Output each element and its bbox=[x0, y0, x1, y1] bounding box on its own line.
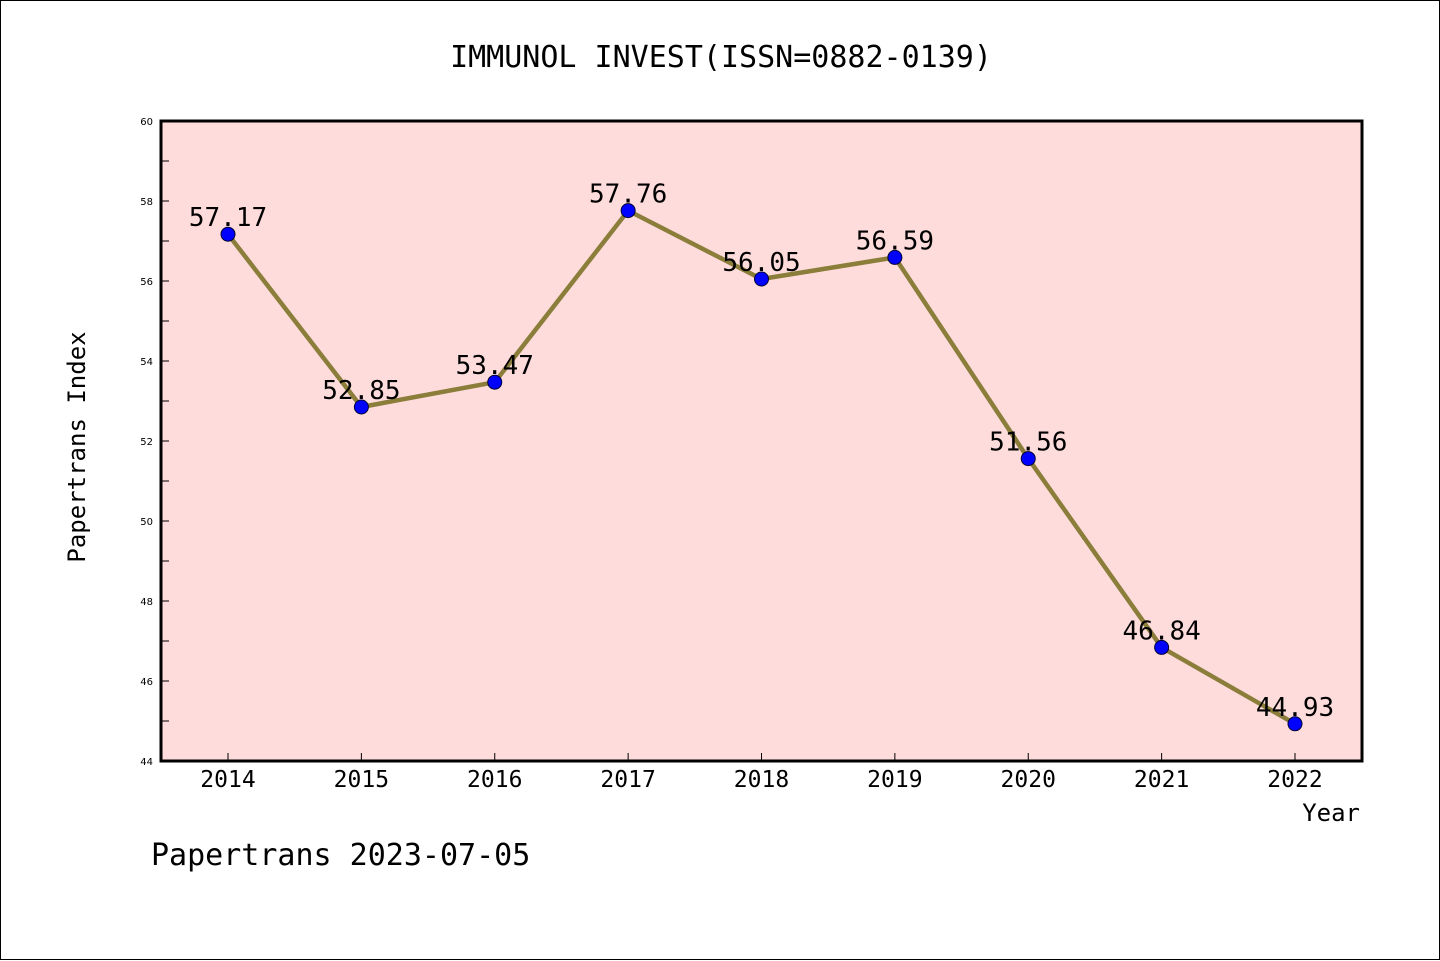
data-label: 57.17 bbox=[189, 203, 267, 233]
data-point bbox=[487, 374, 503, 390]
data-point bbox=[353, 399, 369, 415]
data-label: 51.56 bbox=[989, 428, 1067, 458]
y-tick-label: 56 bbox=[140, 277, 153, 288]
y-tick-label: 48 bbox=[140, 597, 153, 608]
y-tick-label: 46 bbox=[140, 677, 153, 688]
x-axis: 2014 2015 2016 2017 2018 2019 2020 2021 2022 bbox=[200, 753, 1323, 793]
data-label: 56.59 bbox=[856, 226, 934, 256]
y-tick-label: 54 bbox=[140, 357, 153, 368]
data-point bbox=[1020, 451, 1036, 467]
data-point bbox=[620, 203, 636, 219]
data-label: 56.05 bbox=[722, 248, 800, 278]
y-tick-label: 60 bbox=[140, 117, 153, 128]
y-tick-label: 50 bbox=[140, 517, 153, 528]
data-label: 46.84 bbox=[1122, 616, 1200, 646]
x-tick-label: 2020 bbox=[1001, 767, 1056, 793]
x-axis-label: Year bbox=[1302, 799, 1360, 827]
x-tick-label: 2019 bbox=[867, 767, 922, 793]
x-tick-label: 2021 bbox=[1134, 767, 1189, 793]
x-tick-label: 2016 bbox=[467, 767, 522, 793]
data-label: 44.93 bbox=[1256, 693, 1334, 723]
chart-title: IMMUNOL INVEST(ISSN=0882-0139) bbox=[450, 40, 992, 75]
plot-area bbox=[159, 119, 1364, 763]
x-tick-label: 2022 bbox=[1267, 767, 1322, 793]
data-point bbox=[220, 226, 236, 242]
y-tick-label: 44 bbox=[140, 757, 153, 768]
x-tick-label: 2014 bbox=[200, 767, 255, 793]
series-markers bbox=[220, 203, 1303, 732]
y-tick-label: 58 bbox=[140, 197, 153, 208]
y-axis: 44 46 48 50 52 54 56 58 60 bbox=[140, 117, 169, 768]
data-label: 52.85 bbox=[322, 376, 400, 406]
y-tick-label: 52 bbox=[140, 437, 153, 448]
x-tick-label: 2018 bbox=[734, 767, 789, 793]
data-label: 57.76 bbox=[589, 180, 667, 210]
data-point bbox=[887, 249, 903, 265]
data-labels: 57.17 52.85 53.47 57.76 56.05 56.59 51.56 46.84… bbox=[189, 180, 1334, 723]
data-point bbox=[1287, 716, 1303, 732]
data-label: 53.47 bbox=[456, 351, 534, 381]
x-tick-label: 2017 bbox=[600, 767, 655, 793]
data-point bbox=[1154, 639, 1170, 655]
data-point bbox=[754, 271, 769, 287]
x-tick-label: 2015 bbox=[334, 767, 389, 793]
y-axis-label: Papertrans Index bbox=[63, 331, 91, 562]
footer-source-date: Papertrans 2023-07-05 bbox=[151, 838, 530, 873]
